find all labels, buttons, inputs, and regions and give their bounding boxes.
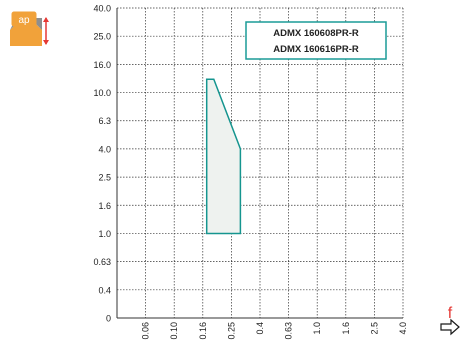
y-tick-label: 16.0 [93, 60, 111, 70]
depth-marker-arrow-top [43, 17, 49, 22]
x-tick-label: 0.63 [284, 322, 294, 340]
x-tick-label: 0.10 [169, 322, 179, 340]
application-region [205, 78, 242, 235]
y-tick-label: 0 [106, 314, 111, 324]
y-tick-label: 1.0 [98, 229, 111, 239]
x-tick-label: 0.25 [226, 322, 236, 340]
depth-of-cut-icon: ap [10, 11, 49, 46]
y-tick-label: 10.0 [93, 88, 111, 98]
y-tick-label: 0.63 [93, 257, 111, 267]
depth-marker-arrow-bottom [43, 40, 49, 45]
depth-of-cut-tool-shape [10, 24, 42, 46]
y-tick-label: 0.4 [98, 285, 111, 295]
y-tick-label: 4.0 [98, 144, 111, 154]
feed-indicator: f [440, 305, 460, 336]
ap-badge [11, 11, 37, 27]
x-tick-label: 0.16 [198, 322, 208, 340]
x-tick-label: 2.5 [369, 322, 379, 335]
legend: ADMX 160608PR-R ADMX 160616PR-R [245, 21, 387, 60]
x-tick-label: 1.6 [341, 322, 351, 335]
y-tick-label: 1.6 [98, 201, 111, 211]
x-tick-label: 1.0 [312, 322, 322, 335]
y-tick-label: 25.0 [93, 32, 111, 42]
x-tick-label: 0.4 [255, 322, 265, 335]
legend-entry-1: ADMX 160608PR-R [273, 28, 359, 39]
right-arrow-icon [440, 318, 460, 336]
ap-badge-text: ap [18, 15, 30, 26]
y-tick-label: 40.0 [93, 4, 111, 14]
legend-box [245, 21, 387, 60]
x-tick-label: 0.06 [141, 322, 151, 340]
legend-entry-2: ADMX 160616PR-R [273, 44, 359, 55]
x-tick-label: 4.0 [398, 322, 408, 335]
feed-label: f [448, 305, 453, 322]
y-tick-label: 6.3 [98, 116, 111, 126]
y-tick-label: 2.5 [98, 173, 111, 183]
